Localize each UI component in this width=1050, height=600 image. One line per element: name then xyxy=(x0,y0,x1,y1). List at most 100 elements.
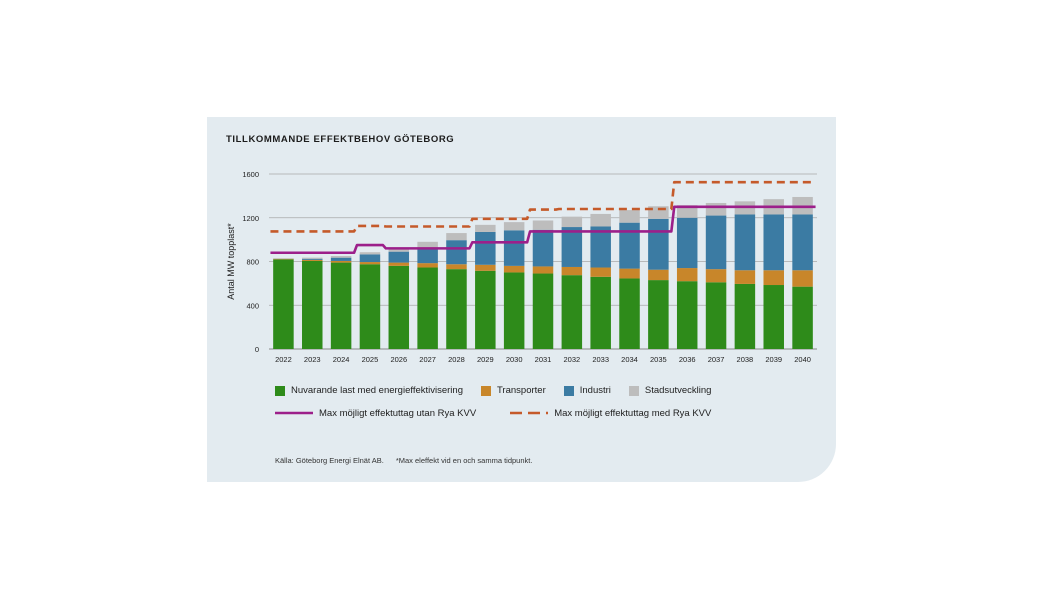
x-tick-label: 2039 xyxy=(765,355,782,364)
bar-segment xyxy=(330,256,352,258)
bar-segment xyxy=(734,283,756,349)
y-tick-label: 400 xyxy=(246,301,259,310)
bar-segment xyxy=(330,257,352,261)
chart-card: TILLKOMMANDE EFFEKTBEHOV GÖTEBORG 0 400 80… xyxy=(207,117,836,482)
bar-segment xyxy=(446,240,467,265)
y-tick-label: 0 xyxy=(255,345,259,354)
bar-segment xyxy=(302,260,323,349)
bar-segment xyxy=(446,264,467,270)
x-tick-label: 2023 xyxy=(304,355,321,364)
legend-bars: Nuvarande last med energieffektivisering… xyxy=(275,385,729,396)
legend-swatch xyxy=(628,385,639,396)
chart-title: TILLKOMMANDE EFFEKTBEHOV GÖTEBORG xyxy=(226,134,455,145)
bar-segment xyxy=(446,233,467,241)
y-tick-label: 800 xyxy=(246,258,259,267)
legend-label: Nuvarande last med energieffektivisering xyxy=(291,385,463,396)
bar-segment xyxy=(676,268,698,282)
bar-segment xyxy=(359,252,381,255)
bar-segment xyxy=(417,248,438,264)
legend-item: Industri xyxy=(563,385,611,396)
y-axis-label: Antal MW topplast* xyxy=(226,223,236,300)
bar-segment xyxy=(648,280,669,349)
series-line-max-with-rya xyxy=(270,180,816,233)
x-tick-label: 2030 xyxy=(506,355,523,364)
bar-segment xyxy=(503,265,525,273)
bar-segment xyxy=(417,241,438,249)
footnote-text: *Max eleffekt vid en och samma tidpunkt. xyxy=(395,456,533,465)
legend-label: Industri xyxy=(579,385,611,396)
bar-segment xyxy=(705,282,727,349)
x-tick-label: 2024 xyxy=(333,355,350,364)
bar-segment xyxy=(475,270,496,349)
x-tick-label: 2038 xyxy=(737,355,754,364)
bar-segment xyxy=(590,213,611,227)
bar-segment xyxy=(763,214,784,271)
bar-segment xyxy=(561,216,583,228)
x-tick-label: 2031 xyxy=(535,355,552,364)
x-tick-label: 2027 xyxy=(419,355,436,364)
bar-segment xyxy=(648,218,669,270)
legend-label: Max möjligt effektuttag med Rya KVV xyxy=(554,407,712,419)
bar-segment xyxy=(302,258,323,260)
bar-segment xyxy=(705,215,727,270)
bar-segment xyxy=(648,269,669,281)
legend-item: Stadsutveckling xyxy=(628,385,711,396)
bar-segment xyxy=(532,220,554,230)
bar-segment xyxy=(561,275,583,349)
bar-segment xyxy=(792,214,813,271)
y-tick-label: 1200 xyxy=(242,214,259,223)
bar-segment xyxy=(561,227,583,267)
bar-segment xyxy=(388,248,410,252)
chart-plot: 0 400 800 1200 1600 Antal MW topplast* 2022 202… xyxy=(226,170,817,364)
x-tick-label: 2025 xyxy=(362,355,379,364)
bar-segment xyxy=(792,286,813,349)
x-tick-label: 2040 xyxy=(794,355,811,364)
bar-segment xyxy=(619,222,640,269)
bar-segment xyxy=(273,258,294,259)
bar-segment xyxy=(590,267,611,277)
bar-segment xyxy=(792,270,813,287)
x-tick-label: 2028 xyxy=(448,355,465,364)
bar-segment xyxy=(475,264,496,271)
bar-segment xyxy=(590,276,611,349)
legend-label: Max möjligt effektuttag utan Rya KVV xyxy=(319,407,477,419)
series-line-max-without-rya xyxy=(270,205,816,255)
bar-segment xyxy=(302,257,323,259)
bar-segment xyxy=(763,285,784,349)
bar-segment xyxy=(330,260,352,263)
bar-segment xyxy=(590,226,611,268)
legend-swatch xyxy=(275,385,285,396)
x-tick-label: 2036 xyxy=(679,355,696,364)
bar-segment xyxy=(388,262,410,266)
bar-segment xyxy=(705,202,727,216)
bar-segment xyxy=(302,259,323,261)
bar-segment xyxy=(359,264,381,349)
bar-segment xyxy=(705,269,727,283)
bar-segment xyxy=(619,278,640,349)
bar-segment xyxy=(359,254,381,263)
bar-segment xyxy=(676,205,698,218)
bar-segment xyxy=(388,265,410,349)
y-tick-label: 1600 xyxy=(242,170,259,179)
bar-segment xyxy=(503,272,525,349)
source-note: Källa: Göteborg Energi Elnät AB. *Max el… xyxy=(275,456,532,465)
bar-segment xyxy=(417,263,438,268)
bar-segment xyxy=(388,251,410,263)
bar-segment xyxy=(503,230,525,266)
source-text: Källa: Göteborg Energi Elnät AB. xyxy=(275,456,384,465)
legend-swatch xyxy=(480,385,491,396)
bar-segment xyxy=(532,229,554,267)
legend-item: Nuvarande last med energieffektivisering xyxy=(275,385,463,396)
legend-item: Max möjligt effektuttag med Rya KVV xyxy=(510,407,711,419)
legend-swatch xyxy=(563,385,574,396)
bar-segment xyxy=(532,273,554,349)
bar-segment xyxy=(503,222,525,231)
x-tick-label: 2033 xyxy=(592,355,609,364)
x-tick-label: 2022 xyxy=(275,355,292,364)
bar-segment xyxy=(273,259,294,349)
bar-segment xyxy=(359,262,381,265)
legend-lines: Max möjligt effektuttag utan Rya KVV Max … xyxy=(275,407,745,419)
bar-segment xyxy=(676,281,698,349)
legend-item: Transporter xyxy=(480,385,546,396)
bar-segment xyxy=(446,269,467,349)
